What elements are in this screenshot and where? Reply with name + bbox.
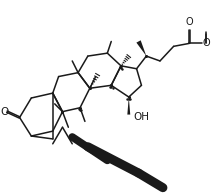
Polygon shape: [127, 97, 130, 115]
Text: OH: OH: [134, 113, 150, 122]
Text: O: O: [0, 107, 8, 117]
Text: O: O: [185, 17, 193, 27]
Polygon shape: [136, 40, 146, 56]
Text: O: O: [203, 38, 211, 48]
